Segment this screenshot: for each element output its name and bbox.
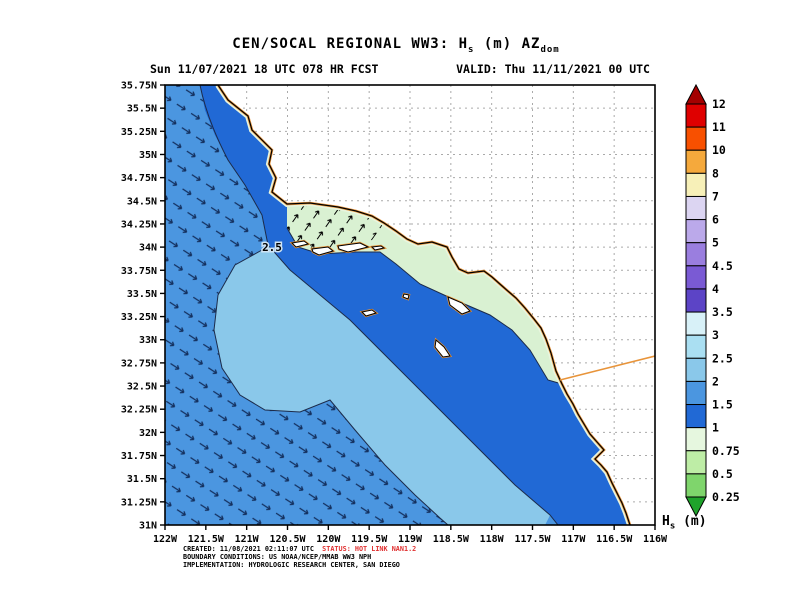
colorbar-band [686,358,706,381]
boundary-conditions-text: BOUNDARY CONDITIONS: US NOAA/NCEP/MMAB W… [183,553,371,561]
colorbar-band [686,312,706,335]
lat-tick-label: 31.25N [121,497,157,508]
lon-tick-label: 118.5W [433,534,470,545]
colorbar-band [686,381,706,404]
lat-tick-label: 32.75N [121,358,157,369]
lon-tick-label: 122W [153,534,178,545]
colorbar-band [686,405,706,428]
colorbar-tick-label: 5 [712,236,719,250]
lon-tick-label: 116W [643,534,668,545]
lat-tick-label: 32.25N [121,405,157,416]
colorbar-band [686,104,706,127]
lat-tick-label: 33.75N [121,266,157,277]
colorbar-tick-label: 10 [712,143,726,157]
lat-tick-label: 35.75N [121,81,157,92]
lat-tick-label: 34.75N [121,173,157,184]
lon-tick-label: 121.5W [188,534,225,545]
lat-tick-label: 33.5N [127,289,157,300]
colorbar-tick-label: 0.5 [712,467,733,481]
colorbar-band [686,220,706,243]
ww3-forecast-plot: CEN/SOCAL REGIONAL WW3: Hs (m) AZdom Sun… [0,0,792,612]
colorbar-title-unit: (m) [675,514,706,529]
colorbar-band [686,474,706,497]
colorbar-band [686,196,706,219]
lat-tick-label: 35.25N [121,127,157,138]
colorbar-tick-label: 0.25 [712,490,740,504]
colorbar-band [686,243,706,266]
colorbar-tick-label: 4.5 [712,259,733,273]
lat-tick-label: 32N [139,428,157,439]
colorbar-tick-label: 7 [712,189,719,203]
lat-tick-label: 35.5N [127,104,157,115]
lat-tick-label: 33N [139,335,157,346]
colorbar-tick-label: 1 [712,421,719,435]
colorbar-band [686,289,706,312]
implementation-text: IMPLEMENTATION: HYDROLOGIC RESEARCH CENT… [183,561,400,569]
colorbar-title-h: H [662,514,670,529]
lat-tick-label: 34N [139,243,157,254]
lat-tick-label: 31.5N [127,474,157,485]
lat-tick-label: 34.25N [121,219,157,230]
lon-tick-label: 119W [398,534,423,545]
created-timestamp: CREATED: 11/08/2021 02:11:07 UTC [183,545,322,553]
contour-label-2p5: 2.5 [262,241,282,254]
lat-tick-label: 35N [139,150,157,161]
colorbar-band [686,173,706,196]
colorbar-tick-label: 3.5 [712,305,733,319]
colorbar-tick-label: 12 [712,97,726,111]
colorbar-tick-label: 4 [712,282,719,296]
lon-tick-label: 117.5W [514,534,551,545]
colorbar-tick-label: 3 [712,328,719,342]
lon-tick-label: 116.5W [596,534,633,545]
lon-tick-label: 118W [480,534,505,545]
lon-tick-label: 119.5W [351,534,388,545]
colorbar-band [686,266,706,289]
colorbar-tick-label: 1.5 [712,398,733,412]
colorbar-tick-label: 6 [712,213,719,227]
lat-tick-label: 32.5N [127,382,157,393]
colorbar-tick-label: 0.75 [712,444,740,458]
status-text: STATUS: HOT LINK NAN1.2 [322,545,416,553]
lat-tick-label: 33.25N [121,312,157,323]
ocean-layers: 2.5 [165,85,655,525]
colorbar-band [686,127,706,150]
lat-tick-label: 31.75N [121,451,157,462]
colorbar-title: Hs (m) [662,514,707,532]
colorbar-tick-label: 2.5 [712,351,733,365]
lon-tick-label: 117W [561,534,586,545]
colorbar-tick-label: 8 [712,166,719,180]
lon-tick-label: 120W [316,534,341,545]
colorbar-band [686,335,706,358]
colorbar-arrow-top [686,85,706,104]
colorbar-band [686,428,706,451]
lon-tick-label: 121W [235,534,260,545]
colorbar-band [686,150,706,173]
credits-block: CREATED: 11/08/2021 02:11:07 UTC STATUS:… [183,545,416,569]
lat-tick-label: 31N [139,521,157,532]
colorbar-tick-label: 2 [712,374,719,388]
lon-tick-label: 120.5W [269,534,306,545]
colorbar-tick-label: 11 [712,120,726,134]
colorbar: 12 11 10 8 7 6 5 4.5 4 3.5 3 2.5 2 1.5 1 0.75 0.5 0.25 [686,85,740,516]
lat-tick-label: 34.5N [127,196,157,207]
colorbar-band [686,451,706,474]
